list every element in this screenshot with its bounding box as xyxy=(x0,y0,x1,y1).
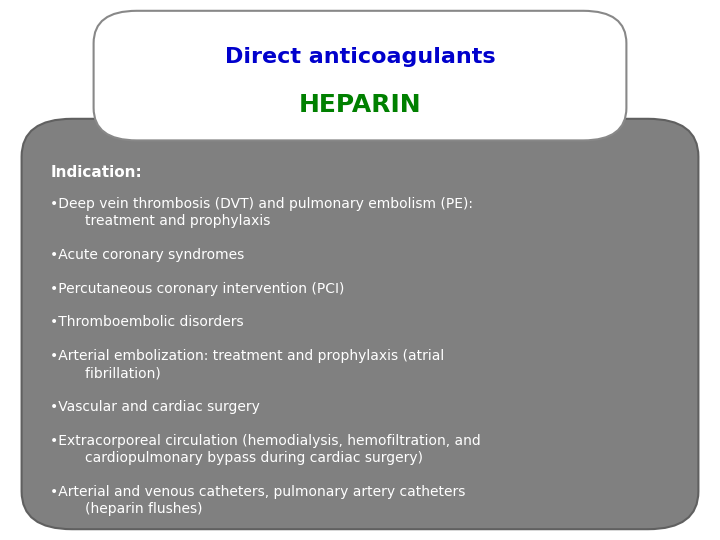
Text: •Deep vein thrombosis (DVT) and pulmonary embolism (PE):
        treatment and p: •Deep vein thrombosis (DVT) and pulmonar… xyxy=(50,197,474,228)
Text: •Thromboembolic disorders: •Thromboembolic disorders xyxy=(50,315,244,329)
FancyBboxPatch shape xyxy=(94,11,626,140)
Text: •Vascular and cardiac surgery: •Vascular and cardiac surgery xyxy=(50,400,260,414)
Text: •Arterial embolization: treatment and prophylaxis (atrial
        fibrillation): •Arterial embolization: treatment and pr… xyxy=(50,349,445,380)
FancyBboxPatch shape xyxy=(22,119,698,529)
Text: HEPARIN: HEPARIN xyxy=(299,93,421,117)
Text: •Arterial and venous catheters, pulmonary artery catheters
        (heparin flus: •Arterial and venous catheters, pulmonar… xyxy=(50,485,466,516)
Text: •Diagnostic and therapeutic interventional radiologic procedures: •Diagnostic and therapeutic intervention… xyxy=(50,536,504,540)
Text: Indication:: Indication: xyxy=(50,165,142,180)
Text: Direct anticoagulants: Direct anticoagulants xyxy=(225,46,495,67)
Text: •Acute coronary syndromes: •Acute coronary syndromes xyxy=(50,248,245,262)
Text: •Percutaneous coronary intervention (PCI): •Percutaneous coronary intervention (PCI… xyxy=(50,282,345,296)
Text: •Extracorporeal circulation (hemodialysis, hemofiltration, and
        cardiopul: •Extracorporeal circulation (hemodialysi… xyxy=(50,434,481,465)
